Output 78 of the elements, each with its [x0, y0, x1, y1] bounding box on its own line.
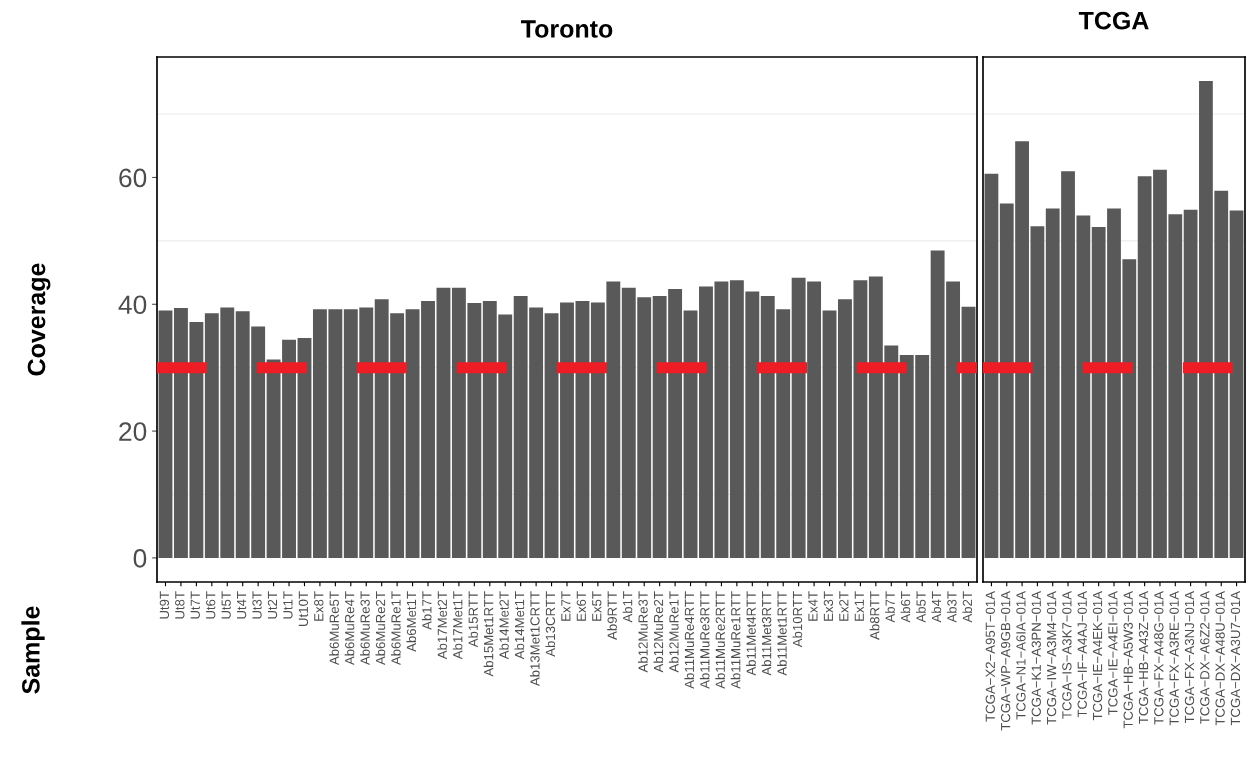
x-tick-label: Ab6T [900, 591, 911, 623]
y-tick-label: 0 [133, 549, 147, 568]
x-tick-label: TCGA−DX−A6Z2−01A [1200, 591, 1210, 724]
x-tick-label: Ab11Met3RTT [761, 591, 772, 676]
x-tick-label: Ab6MuRe4T [344, 591, 355, 666]
x-tick-label: Ut10T [298, 591, 309, 626]
x-tick-label: Ex4T [808, 591, 818, 621]
x-tick-label: Ab6MuRe2T [375, 591, 386, 666]
x-tick-label: Ex1T [854, 591, 864, 621]
x-tick-label: Ab4T [931, 591, 942, 623]
text: Sample [21, 606, 45, 694]
x-tick-label: Ab12MuRe1T [668, 591, 679, 673]
x-tick-label: Ab15Met1RTT [483, 591, 494, 677]
x-tick-label: Ab6MuRe5T [329, 591, 339, 666]
y-tick-label: 40 [118, 295, 147, 315]
x-tick-label: TCGA−IF−A4AJ−01A [1077, 591, 1087, 718]
x-tick-label: Ut8T [175, 591, 185, 619]
x-tick-label: TCGA−HB−A43Z−01A [1138, 591, 1149, 724]
x-tick-label: Ex2T [839, 591, 849, 621]
x-tick-label: Ab5T [916, 591, 926, 623]
x-tick-label: Ab2T [962, 591, 973, 623]
x-tick-label: Ab11MuRe1RTT [730, 591, 741, 689]
x-tick-label: Ab3T [946, 591, 957, 623]
x-tick-label: TCGA−DX−A48U−01A [1215, 591, 1225, 726]
x-tick-label: Ab13Met1CRTT [529, 591, 540, 687]
x-tick-label: Ex6T [576, 591, 586, 621]
x-tick-label: Ut4T [237, 591, 247, 619]
x-tick-label: TCGA−FX−A3NJ−01A [1184, 591, 1195, 724]
x-tick-label: TCGA−N1−A6IA−01A [1016, 591, 1026, 720]
x-tick-label: Ab8RTT [869, 591, 880, 640]
x-tick-label: Ab6MuRe3T [360, 591, 370, 666]
x-tick-label: Ab1T [622, 591, 633, 623]
x-tick-label: Ex5T [592, 591, 602, 621]
x-tick-label: TCGA−DX−A3U7−01A [1230, 591, 1241, 726]
x-tick-label: Ab14Met1T [514, 591, 525, 660]
x-tick-label: Ex3T [823, 591, 834, 621]
x-tick-label: Ab14Met2T [499, 591, 509, 660]
x-tick-label: TCGA−WP−A9GB−01A [1000, 591, 1011, 731]
x-tick-label: Ab12MuRe2T [653, 591, 664, 673]
x-tick-label: TCGA−IE−A4EI−01A [1108, 591, 1118, 716]
x-tick-label: Ut5T [221, 591, 231, 619]
x-tick-label: TCGA−HB−A5W3−01A [1123, 591, 1133, 729]
x-tick-label: Ab11Met4RTT [746, 591, 756, 676]
x-tick-label: Ab17T [421, 591, 432, 630]
x-tick-label: TCGA−IE−A4EK−01A [1092, 591, 1103, 721]
y-tick-label: 20 [119, 422, 147, 441]
x-tick-label: Ab6MuRe1T [390, 591, 401, 666]
y-tick-label: 60 [119, 168, 147, 188]
x-tick-label: Ab17Met1T [452, 591, 463, 660]
chart-title: TCGA [1078, 11, 1149, 30]
y-axis-title: Coverage [27, 263, 51, 376]
x-tick-label: Ab11MuRe3RTT [699, 591, 710, 689]
x-tick-label: Ab7T [885, 591, 895, 623]
x-tick-label: Ab6Met1T [406, 591, 417, 652]
x-tick-label: TCGA−IW−A3M4−01A [1046, 591, 1057, 725]
x-tick-label: Ab11MuRe4RTT [684, 591, 695, 689]
x-tick-label: TCGA−FX−A48G−01A [1154, 591, 1164, 725]
x-tick-label: Ut2T [267, 591, 278, 619]
x-tick-label: Ut6T [206, 591, 216, 619]
x-tick-label: Ab11Met1RTT [777, 591, 787, 676]
x-tick-label: Ab17Met2T [437, 591, 447, 660]
x-tick-label: TCGA−K1−A3PN−01A [1031, 591, 1041, 725]
x-tick-label: TCGA−X2−A95T−01A [985, 591, 995, 722]
x-tick-label: Ex8T [314, 591, 324, 621]
x-tick-label: Ab11MuRe2RTT [715, 591, 725, 689]
x-tick-label: Ab9RTT [607, 591, 617, 640]
chart-title: Toronto [521, 20, 613, 38]
x-tick-label: Ex7T [561, 591, 571, 621]
x-tick-label: Ut3T [252, 591, 262, 619]
x-tick-label: TCGA−IS−A3K7−01A [1062, 591, 1072, 719]
x-tick-label: Ut1T [283, 591, 293, 619]
x-tick-label: TCGA−FX−A3RE−01A [1169, 591, 1179, 726]
x-tick-label: Ut7T [190, 591, 200, 619]
x-tick-label: Ab15RTT [468, 591, 478, 648]
x-tick-label: Ut9T [159, 591, 170, 619]
x-tick-label: Ab13CRTT [545, 591, 556, 657]
x-tick-label: Ab12MuRe3T [638, 591, 648, 673]
x-tick-label: Ab10RTT [792, 591, 803, 648]
